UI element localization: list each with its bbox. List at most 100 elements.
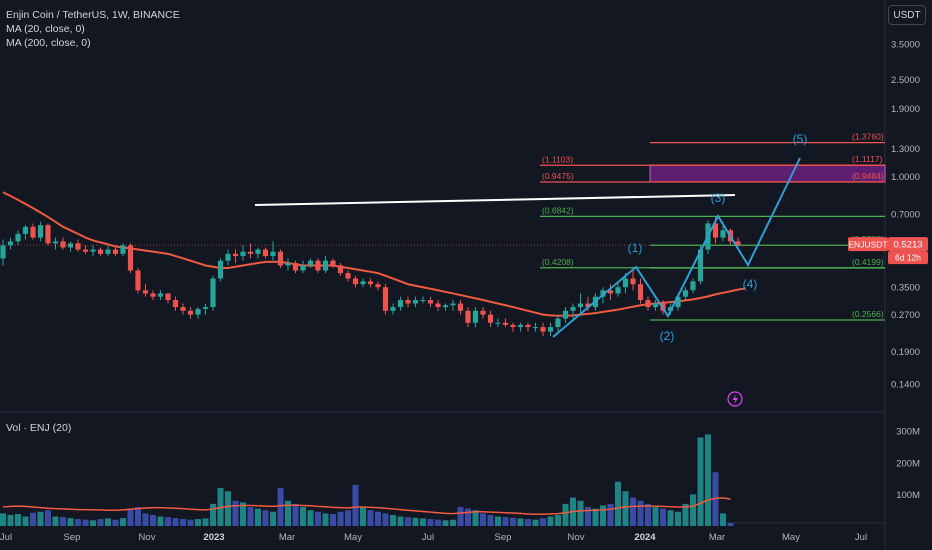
ma20-legend[interactable]: MA (20, close, 0) <box>6 23 85 35</box>
volume-bar <box>412 517 419 526</box>
candle-body <box>637 284 644 301</box>
fib-level-label: (0.6842) <box>542 205 574 215</box>
volume-bar <box>82 519 89 526</box>
volume-bar <box>615 481 621 526</box>
candle-body <box>307 260 314 266</box>
ma200-legend[interactable]: MA (200, close, 0) <box>6 37 91 49</box>
symbol-title[interactable]: Enjin Coin / TetherUS, 1W, BINANCE <box>6 9 180 21</box>
ma-line <box>2 191 746 317</box>
wave-label: (4) <box>743 277 758 291</box>
time-tick-label: Mar <box>709 532 725 543</box>
candle-body <box>382 287 389 311</box>
candle-body <box>532 327 539 329</box>
fib-level-label: (1.1117) <box>852 154 883 164</box>
volume-bar <box>480 513 486 526</box>
fib-level-label: (0.9475) <box>542 171 574 181</box>
volume-bar <box>247 507 254 526</box>
volume-tick-label: 100M <box>896 490 920 501</box>
candle-body <box>82 249 89 252</box>
candle-body <box>735 241 741 246</box>
candle-body <box>547 327 554 332</box>
time-tick-label: Mar <box>279 532 295 543</box>
volume-bar <box>292 503 299 526</box>
candle-body <box>712 223 719 238</box>
candle-body <box>420 300 426 302</box>
volume-bar <box>607 503 614 526</box>
candle-body <box>97 249 104 254</box>
volume-bar <box>330 513 336 526</box>
volume-bar <box>315 511 321 526</box>
candle-body <box>315 260 321 271</box>
candle-body <box>142 290 149 294</box>
volume-bar <box>255 508 261 526</box>
time-tick-label: 2023 <box>203 532 224 543</box>
candle-body <box>285 263 291 266</box>
price-tick-label: 0.7000 <box>891 210 920 221</box>
candle-body <box>165 293 171 301</box>
volume-bar <box>427 519 434 526</box>
volume-bar <box>645 503 651 526</box>
time-tick-label: Sep <box>495 532 512 543</box>
candle-body <box>22 226 29 234</box>
candle-body <box>247 251 254 254</box>
volume-bar <box>202 518 209 526</box>
candle-body <box>127 245 134 271</box>
volume-bar <box>727 522 734 526</box>
candle-body <box>30 226 36 238</box>
candle-body <box>525 324 531 328</box>
lightning-bolt-icon <box>732 394 738 405</box>
candle-body <box>510 324 516 328</box>
candle-body <box>157 293 164 297</box>
candle-body <box>262 249 269 257</box>
candle-body <box>112 249 119 254</box>
currency-button[interactable]: USDT <box>888 5 926 25</box>
candle-body <box>412 300 419 304</box>
volume-bar <box>435 519 441 526</box>
wave-label: (2) <box>660 329 675 343</box>
volume-bar <box>225 491 231 526</box>
candle-body <box>52 241 59 244</box>
volume-bar <box>52 516 59 526</box>
volume-legend[interactable]: Vol · ENJ (20) <box>6 422 72 434</box>
volume-bar <box>157 516 164 526</box>
time-tick-label: Nov <box>139 532 156 543</box>
volume-bar <box>210 503 216 526</box>
candle-body <box>577 303 584 308</box>
volume-bar <box>142 513 149 526</box>
candle-body <box>585 303 591 308</box>
volume-bar <box>277 488 284 526</box>
symbol-tag-label: ENJUSDT <box>848 240 887 250</box>
volume-bar <box>532 519 539 526</box>
chart-legend: Enjin Coin / TetherUS, 1W, BINANCE MA (2… <box>6 8 180 50</box>
volume-bar <box>405 517 411 526</box>
candle-body <box>7 241 14 246</box>
volume-bar <box>15 513 21 526</box>
volume-ma-line <box>2 497 731 516</box>
candle-body <box>682 290 689 297</box>
volume-bar <box>502 517 509 526</box>
elliott-wave-path <box>552 157 801 338</box>
volume-bar <box>262 510 269 526</box>
volume-bar <box>562 503 569 526</box>
volume-bar <box>90 520 96 526</box>
candle-body <box>517 324 524 328</box>
candle-body <box>540 327 546 332</box>
candle-body <box>495 322 501 324</box>
volume-bar <box>165 517 171 526</box>
volume-bar <box>7 514 14 526</box>
countdown-label: 6d 12h <box>895 253 921 263</box>
candle-body <box>465 310 471 323</box>
volume-bar <box>547 516 554 526</box>
candle-body <box>232 253 239 257</box>
candle-body <box>322 260 329 271</box>
volume-bar <box>652 507 659 526</box>
volume-bar <box>705 434 711 526</box>
volume-bar <box>352 484 359 526</box>
candle-body <box>337 265 344 274</box>
time-tick-label: Sep <box>64 532 81 543</box>
candle-body <box>502 322 509 325</box>
candle-body <box>0 245 6 259</box>
price-tick-label: 0.1400 <box>891 380 920 391</box>
candle-body <box>180 307 186 311</box>
